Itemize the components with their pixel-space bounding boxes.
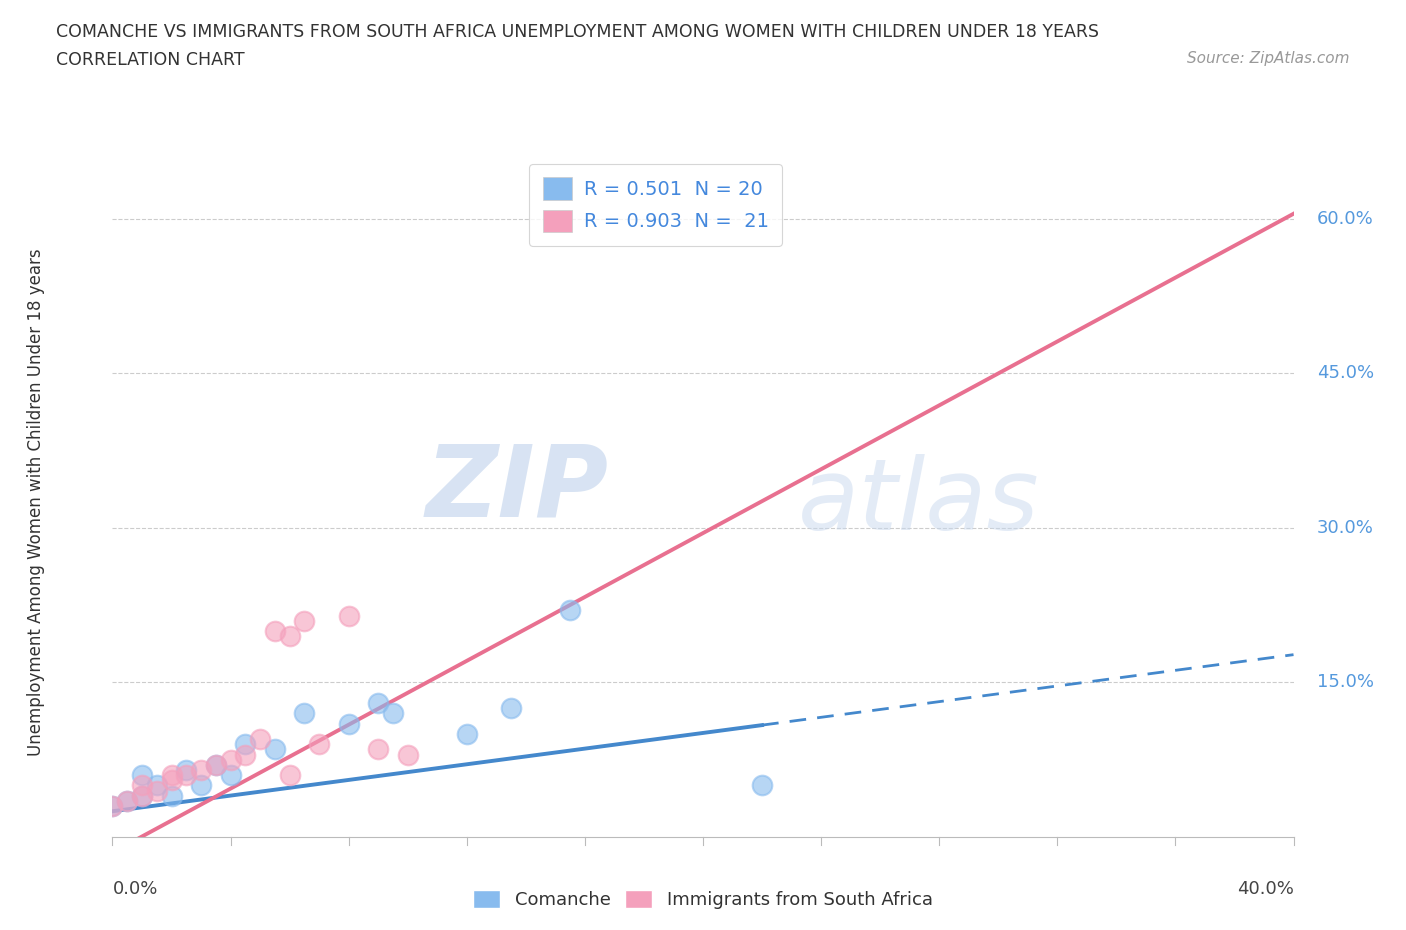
Point xyxy=(101,799,124,814)
Point xyxy=(233,747,256,762)
Point xyxy=(205,757,228,772)
Point xyxy=(146,778,169,793)
Text: 30.0%: 30.0% xyxy=(1317,519,1374,537)
Point xyxy=(160,789,183,804)
Point xyxy=(190,763,212,777)
Point xyxy=(308,737,330,751)
Point xyxy=(219,768,242,783)
Point xyxy=(264,623,287,638)
Point xyxy=(278,768,301,783)
Point xyxy=(131,789,153,804)
Point xyxy=(174,768,197,783)
Point xyxy=(264,742,287,757)
Point xyxy=(382,706,405,721)
Point xyxy=(160,773,183,788)
Point xyxy=(219,752,242,767)
Point xyxy=(117,793,138,808)
Point xyxy=(160,768,183,783)
Legend: R = 0.501  N = 20, R = 0.903  N =  21: R = 0.501 N = 20, R = 0.903 N = 21 xyxy=(529,164,782,246)
Point xyxy=(174,763,197,777)
Point xyxy=(131,768,153,783)
Point xyxy=(501,701,523,716)
Text: Unemployment Among Women with Children Under 18 years: Unemployment Among Women with Children U… xyxy=(27,248,45,756)
Text: 15.0%: 15.0% xyxy=(1317,673,1374,692)
Point xyxy=(558,603,582,618)
Point xyxy=(751,778,773,793)
Point xyxy=(117,793,138,808)
Point xyxy=(367,742,389,757)
Text: 0.0%: 0.0% xyxy=(112,881,157,898)
Text: 60.0%: 60.0% xyxy=(1317,210,1374,228)
Point xyxy=(396,747,419,762)
Point xyxy=(146,783,169,798)
Text: 45.0%: 45.0% xyxy=(1317,365,1374,382)
Text: Source: ZipAtlas.com: Source: ZipAtlas.com xyxy=(1187,51,1350,66)
Point xyxy=(249,732,271,747)
Point xyxy=(190,778,212,793)
Point xyxy=(205,757,228,772)
Point xyxy=(131,789,153,804)
Text: 40.0%: 40.0% xyxy=(1237,881,1294,898)
Text: CORRELATION CHART: CORRELATION CHART xyxy=(56,51,245,69)
Point xyxy=(278,629,301,644)
Point xyxy=(292,706,315,721)
Text: ZIP: ZIP xyxy=(426,440,609,538)
Point xyxy=(233,737,256,751)
Text: COMANCHE VS IMMIGRANTS FROM SOUTH AFRICA UNEMPLOYMENT AMONG WOMEN WITH CHILDREN : COMANCHE VS IMMIGRANTS FROM SOUTH AFRICA… xyxy=(56,23,1099,41)
Point xyxy=(337,716,360,731)
Text: atlas: atlas xyxy=(797,454,1039,551)
Legend: Comanche, Immigrants from South Africa: Comanche, Immigrants from South Africa xyxy=(467,883,939,916)
Point xyxy=(131,778,153,793)
Point xyxy=(337,608,360,623)
Point xyxy=(101,799,124,814)
Point xyxy=(292,613,315,628)
Point xyxy=(367,696,389,711)
Point xyxy=(456,726,478,741)
